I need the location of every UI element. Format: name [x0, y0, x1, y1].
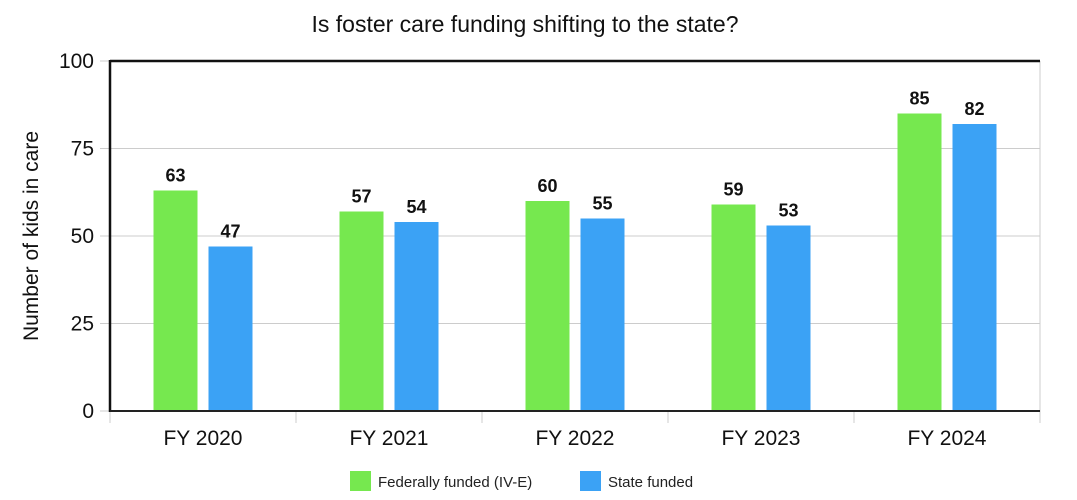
bar	[952, 124, 997, 411]
bar	[394, 222, 439, 411]
x-tick-label: FY 2021	[349, 427, 428, 450]
y-tick-label: 0	[82, 400, 94, 423]
bar	[525, 201, 570, 411]
bar	[580, 218, 625, 411]
bar	[766, 225, 811, 411]
data-label: 85	[909, 89, 929, 109]
x-tick-label: FY 2024	[907, 427, 986, 450]
legend-label: State funded	[608, 474, 693, 491]
data-label: 82	[964, 99, 984, 119]
bar	[897, 113, 942, 411]
bar	[711, 204, 756, 411]
y-tick-label: 25	[71, 313, 94, 336]
data-label: 59	[723, 180, 743, 200]
data-label: 54	[406, 197, 426, 217]
data-label: 60	[537, 176, 557, 196]
data-label: 57	[351, 187, 371, 207]
bar	[339, 211, 384, 411]
x-tick-label: FY 2022	[535, 427, 614, 450]
legend-swatch	[350, 471, 371, 491]
data-label: 47	[220, 222, 240, 242]
data-label: 55	[592, 194, 612, 214]
bar	[208, 246, 253, 411]
y-tick-label: 50	[71, 225, 94, 248]
data-label: 63	[165, 166, 185, 186]
legend-swatch	[580, 471, 601, 491]
y-axis-label: Number of kids in care	[20, 131, 43, 341]
bar	[153, 190, 198, 411]
y-tick-label: 75	[71, 138, 94, 161]
x-tick-label: FY 2020	[163, 427, 242, 450]
legend-label: Federally funded (IV-E)	[378, 474, 532, 491]
chart-title: Is foster care funding shifting to the s…	[311, 11, 738, 37]
data-label: 53	[778, 201, 798, 221]
x-tick-label: FY 2023	[721, 427, 800, 450]
y-tick-label: 100	[59, 50, 94, 73]
